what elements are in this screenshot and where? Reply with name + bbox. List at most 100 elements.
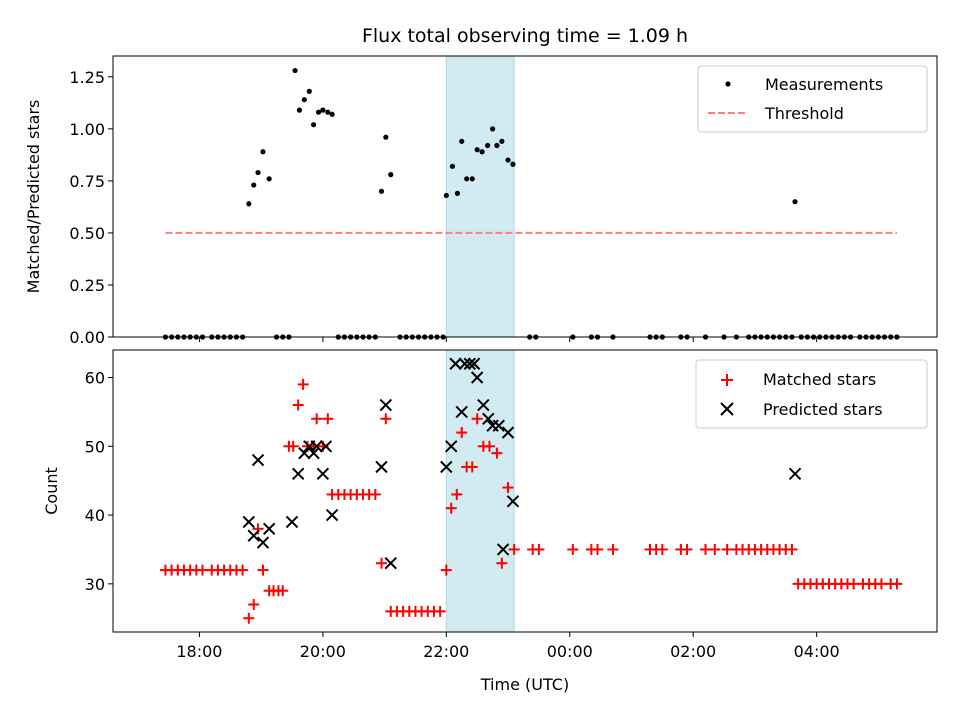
matched-star-point <box>607 543 619 555</box>
predicted-star-point <box>375 460 388 474</box>
matched-star-point <box>277 585 289 597</box>
predicted-star-point <box>262 522 276 536</box>
x-axis-label: Time (UTC) <box>480 675 569 694</box>
top-y-ticks: 0.00 0.25 0.50 0.75 1.00 1.25 <box>69 68 113 347</box>
measurement-point <box>489 126 496 132</box>
matched-star-point <box>484 440 496 452</box>
top-legend: Measurements Threshold <box>697 65 928 133</box>
bottom-y-axis-label: Count <box>42 467 61 515</box>
matched-star-point <box>311 413 323 425</box>
predicted-star-point <box>247 529 260 542</box>
matched-star-point <box>567 543 579 555</box>
measurement-point <box>315 109 322 115</box>
matched-star-point <box>508 543 520 555</box>
measurement-point <box>474 147 480 153</box>
predicted-star-point <box>467 357 481 370</box>
matched-star-point <box>786 543 798 555</box>
matched-star-point <box>380 413 392 425</box>
y-tick-label: 30 <box>85 575 105 594</box>
predicted-star-point <box>440 460 453 474</box>
matched-star-point <box>297 378 309 390</box>
measurement-point <box>320 107 326 113</box>
measurement-point <box>301 97 307 103</box>
top-axes-frame <box>112 55 938 338</box>
measurement-point <box>459 138 465 144</box>
matched-star-point <box>533 543 545 555</box>
matched-star-point <box>451 488 463 500</box>
legend-measurements-label: Measurements <box>765 75 883 94</box>
y-tick-label: 40 <box>85 506 105 525</box>
bottom-legend-box <box>695 359 928 429</box>
x-tick-label: 22:00 <box>423 642 469 661</box>
predicted-star-point <box>307 446 320 460</box>
legend-predicted-marker <box>720 402 734 416</box>
bottom-axes-frame <box>112 349 938 633</box>
predicted-star-point <box>316 467 330 481</box>
x-tick-label: 00:00 <box>547 642 593 661</box>
y-tick-label: 0.50 <box>69 224 105 243</box>
predicted-star-point <box>788 467 802 481</box>
predicted-star-point <box>298 446 311 460</box>
measurement-point <box>454 190 461 196</box>
matched-star-point <box>491 447 503 459</box>
matched-star-point <box>502 482 514 494</box>
predicted-star-point <box>256 536 270 549</box>
measurement-point <box>443 192 449 199</box>
measurement-point <box>479 149 485 155</box>
measurement-point <box>499 138 505 144</box>
y-tick-label: 0.25 <box>69 276 105 295</box>
matched-star-point <box>592 543 604 555</box>
predicted-star-point <box>482 412 495 425</box>
predicted-star-point <box>384 557 397 570</box>
legend-threshold-label: Threshold <box>764 104 844 123</box>
matched-star-point <box>375 557 387 569</box>
measurement-point <box>469 176 475 182</box>
predicted-star-point <box>470 371 484 384</box>
bottom-legend: Matched stars Predicted stars <box>695 359 928 429</box>
predicted-star-point <box>310 440 323 453</box>
matched-star-point <box>287 440 299 452</box>
matched-star-point <box>721 543 733 555</box>
predicted-star-point <box>496 543 510 556</box>
y-tick-label: 0.00 <box>69 328 105 347</box>
matched-star-point <box>848 578 860 590</box>
measurement-point <box>329 111 335 117</box>
matched-star-point <box>237 564 249 576</box>
measurement-point <box>383 134 389 140</box>
measurement-point <box>378 188 385 194</box>
matched-star-point <box>709 543 721 555</box>
predicted-star-point <box>325 508 339 522</box>
matched-star-point <box>369 488 381 500</box>
measurement-point <box>246 201 252 207</box>
measurement-point <box>306 88 312 94</box>
legend-measurement-marker <box>725 81 731 87</box>
predicted-star-point <box>463 357 476 370</box>
predicted-star-point <box>449 357 462 370</box>
measurement-point <box>255 169 261 176</box>
x-tick-label: 18:00 <box>176 642 222 661</box>
legend-predicted-label: Predicted stars <box>763 400 883 419</box>
measurement-point <box>449 163 456 169</box>
top-highlight-layer <box>445 55 515 338</box>
matched-star-point <box>434 605 446 617</box>
x-tick-label: 02:00 <box>670 642 716 661</box>
y-tick-label: 1.00 <box>69 120 105 139</box>
predicted-star-point <box>251 453 265 467</box>
measurement-point <box>325 109 331 115</box>
legend-matched-label: Matched stars <box>763 370 876 389</box>
measurement-point <box>251 182 257 188</box>
predicted-star-point <box>455 405 468 419</box>
matched-star-point <box>466 461 478 473</box>
measurement-point <box>792 199 798 205</box>
matched-star-point <box>243 612 255 624</box>
predicted-star-point <box>477 398 490 412</box>
predicted-star-point <box>319 440 333 453</box>
matched-star-point <box>292 399 304 411</box>
x-tick-label: 20:00 <box>300 642 346 661</box>
measurement-point <box>260 149 266 155</box>
matched-star-point <box>196 564 208 576</box>
matched-star-point <box>440 564 452 576</box>
matched-star-point <box>456 427 468 439</box>
matched-star-point <box>496 557 508 569</box>
